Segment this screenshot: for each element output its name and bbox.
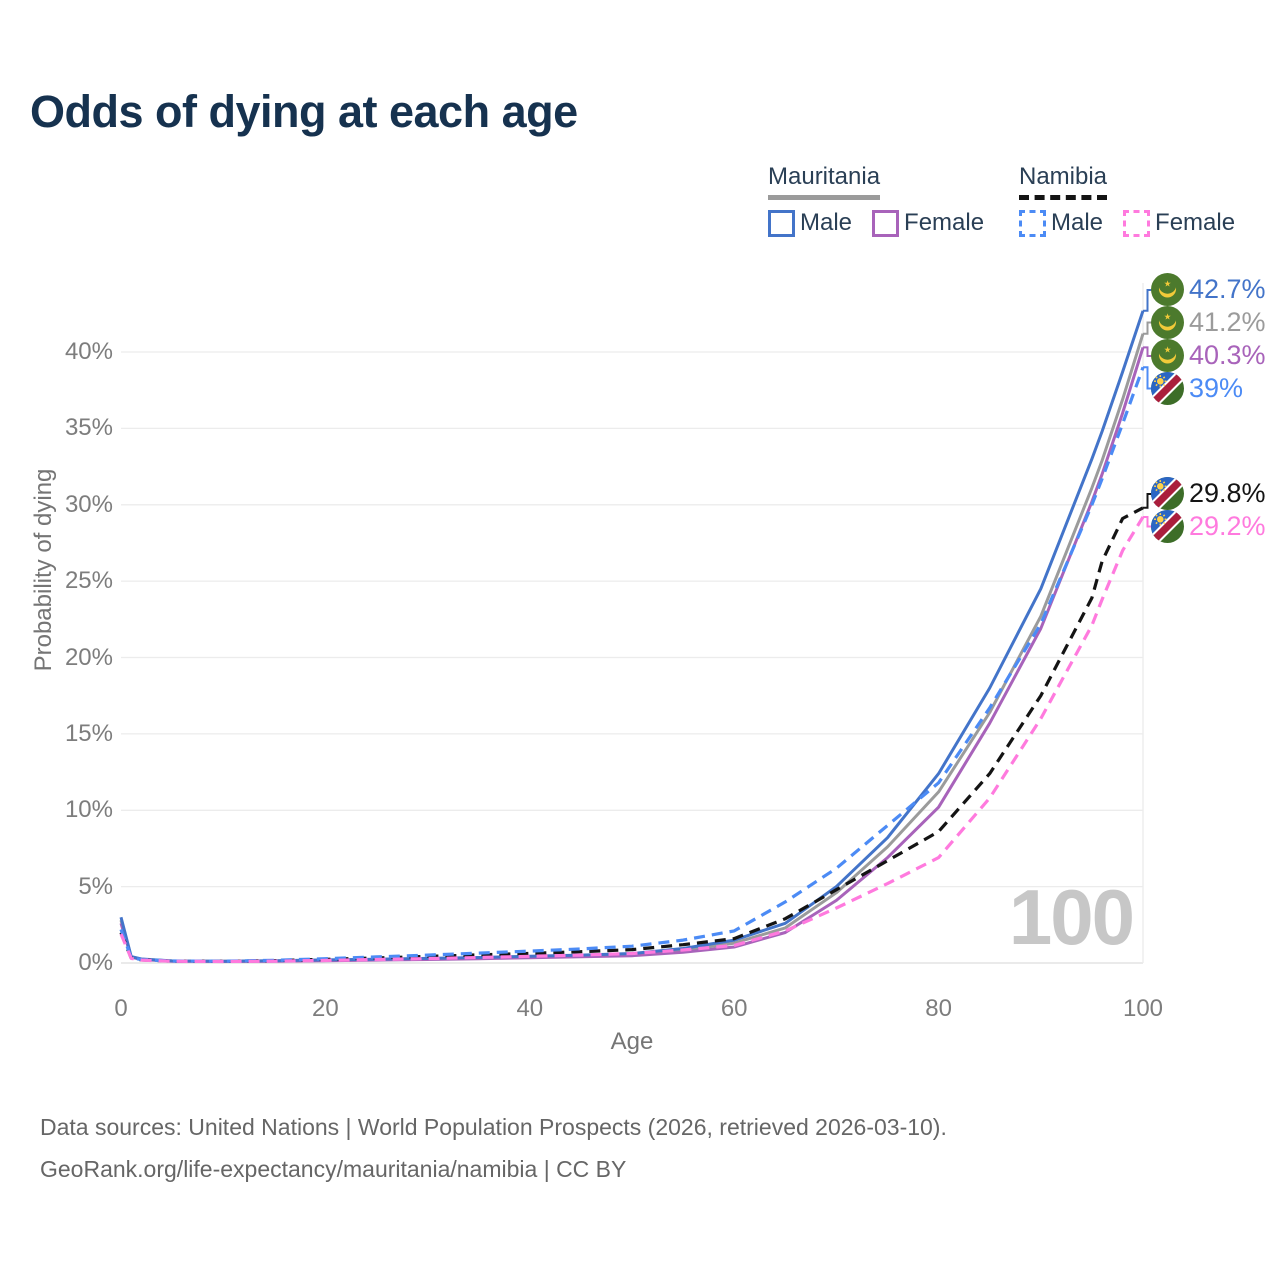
legend-item-namibia-male[interactable]: Male	[1019, 209, 1103, 237]
legend-group-mauritania: Mauritania Male Female	[768, 163, 984, 237]
y-axis-title: Probability of dying	[30, 468, 57, 672]
namibia-flag-icon	[1151, 510, 1184, 543]
x-tick-label: 100	[1122, 995, 1164, 1022]
legend-item-label: Male	[1051, 209, 1104, 236]
legend-item-label: Female	[1155, 209, 1236, 236]
end-value: 29.8%	[1189, 478, 1266, 508]
end-label-connector	[1143, 516, 1152, 528]
namibia-male-checkbox-icon[interactable]	[1019, 209, 1046, 237]
end-value: 40.3%	[1189, 340, 1266, 370]
svg-text:★: ★	[1164, 279, 1171, 288]
x-tick-label: 80	[925, 995, 952, 1022]
legend-country-label: Mauritania	[768, 163, 881, 200]
y-tick-label: 25%	[64, 567, 113, 595]
y-tick-label: 20%	[64, 643, 113, 671]
end-label-connector	[1143, 346, 1152, 357]
end-value: 29.2%	[1189, 511, 1266, 541]
end-label-mauritania-both: ★ 41.2%	[1151, 306, 1266, 339]
namibia-flag-icon	[1151, 477, 1184, 510]
series-line-mauritania-male[interactable]	[119, 310, 1145, 963]
end-label-connector	[1143, 321, 1152, 335]
legend-item-mauritania-male[interactable]: Male	[768, 209, 852, 237]
mauritania-flag-icon: ★	[1151, 339, 1184, 372]
footer-source-line: Data sources: United Nations | World Pop…	[40, 1114, 947, 1140]
mauritania-flag-icon: ★	[1151, 273, 1184, 306]
series-line-namibia-female[interactable]	[119, 516, 1145, 964]
series-line-namibia-male[interactable]	[119, 366, 1145, 963]
namibia-flag-icon	[1151, 372, 1184, 405]
end-label-connector	[1143, 493, 1152, 509]
y-tick-label: 40%	[64, 338, 113, 365]
hover-age-indicator: 100	[1009, 873, 1133, 961]
legend-item-mauritania-female[interactable]: Female	[872, 209, 984, 237]
x-tick-label: 60	[720, 995, 748, 1022]
legend-country-namibia[interactable]: Namibia	[1019, 163, 1235, 200]
end-label-mauritania-male: ★ 42.7%	[1151, 273, 1266, 306]
footer-attribution-line: GeoRank.org/life-expectancy/mauritania/n…	[40, 1156, 627, 1182]
end-label-connector	[1143, 366, 1152, 390]
legend-country-mauritania[interactable]: Mauritania	[768, 163, 984, 200]
end-value: 42.7%	[1189, 274, 1266, 304]
end-label-mauritania-female: ★ 40.3%	[1151, 339, 1266, 372]
x-tick-label: 0	[114, 995, 128, 1022]
legend-group-namibia: Namibia Male Female	[1019, 163, 1235, 237]
y-tick-label: 0%	[78, 949, 113, 976]
svg-text:★: ★	[1164, 312, 1171, 321]
y-tick-label: 10%	[64, 796, 113, 824]
legend-item-namibia-female[interactable]: Female	[1123, 209, 1235, 237]
y-tick-label: 30%	[64, 490, 113, 518]
end-value: 41.2%	[1189, 307, 1266, 337]
legend-item-label: Male	[800, 209, 853, 236]
footer: Data sources: United Nations | World Pop…	[40, 1106, 947, 1190]
series-line-mauritania-female[interactable]	[119, 346, 1145, 963]
page-title: Odds of dying at each age	[30, 86, 578, 137]
namibia-female-checkbox-icon[interactable]	[1123, 209, 1151, 237]
x-tick-label: 40	[516, 995, 544, 1022]
mauritania-male-checkbox-icon[interactable]	[768, 209, 795, 237]
y-tick-label: 35%	[64, 414, 113, 442]
end-label-namibia-female: 29.2%	[1151, 510, 1266, 543]
y-tick-label: 15%	[64, 719, 113, 747]
legend-item-label: Female	[904, 209, 985, 236]
legend-country-label: Namibia	[1019, 163, 1108, 200]
end-label-namibia-both: 29.8%	[1151, 477, 1266, 510]
end-value: 39%	[1189, 373, 1244, 403]
y-tick-label: 5%	[78, 872, 113, 900]
x-axis-title: Age	[610, 1028, 654, 1055]
mauritania-female-checkbox-icon[interactable]	[872, 209, 900, 237]
series-line-namibia-both[interactable]	[119, 506, 1144, 963]
end-label-connector	[1143, 289, 1152, 312]
mauritania-flag-icon: ★	[1151, 306, 1184, 339]
x-tick-label: 20	[312, 995, 339, 1022]
svg-text:★: ★	[1164, 345, 1171, 354]
end-label-namibia-male: 39%	[1151, 372, 1243, 405]
